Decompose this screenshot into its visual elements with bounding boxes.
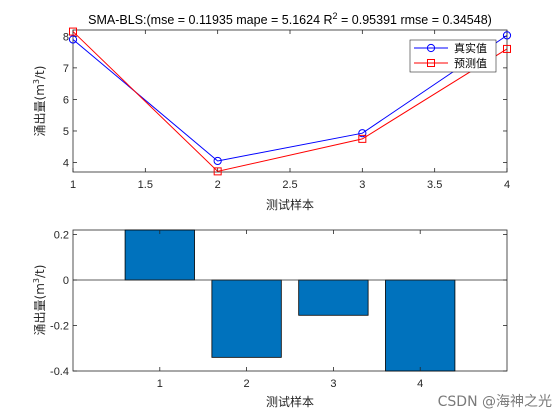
data-point-pred xyxy=(213,167,222,176)
bottom-bars-layer xyxy=(124,229,456,372)
top-x-tick-label: 1.5 xyxy=(138,179,153,191)
bottom-x-axis-label: 测试样本 xyxy=(266,394,314,409)
data-point-true xyxy=(213,156,222,166)
bar xyxy=(385,279,456,372)
bottom-x-tick-label: 3 xyxy=(330,378,336,390)
bar xyxy=(298,279,369,316)
bottom-x-tick-label: 1 xyxy=(157,378,163,390)
bottom-x-tick-label: 2 xyxy=(244,378,250,390)
top-y-axis-label: 涌出量(m3/t) xyxy=(32,66,47,137)
data-point-pred xyxy=(69,27,77,36)
bottom-y-axis-label: 涌出量(m3/t) xyxy=(32,265,47,336)
top-y-tick-label: 5 xyxy=(63,126,69,138)
top-x-tick-label: 4 xyxy=(504,179,510,191)
bottom-y-ticks: 0.2 0 -0.2 -0.4 xyxy=(50,230,507,378)
line-plot: SMA-BLS:(mse = 0.11935 mape = 5.1624 R2 … xyxy=(32,11,512,212)
bottom-y-tick-label: -0.4 xyxy=(50,366,69,378)
top-x-ticks: 1 1.5 2 2.5 3 3.5 4 xyxy=(70,30,510,191)
top-y-tick-label: 6 xyxy=(63,94,69,106)
top-x-tick-label: 3 xyxy=(359,179,365,191)
legend-marker-pred xyxy=(427,59,435,67)
legend-marker-true xyxy=(426,43,436,53)
legend-entry-true: 真实值 xyxy=(414,41,487,55)
top-y-tick-label: 7 xyxy=(63,63,69,75)
legend-label-pred: 预测值 xyxy=(454,57,487,70)
bar xyxy=(124,229,195,281)
bottom-x-tick-label: 4 xyxy=(417,378,423,390)
legend-entry-pred: 预测值 xyxy=(414,57,487,70)
data-point-pred xyxy=(358,134,367,143)
data-point-true xyxy=(358,129,367,138)
series-line-pred xyxy=(72,31,508,172)
watermark: CSDN @海神之光 xyxy=(438,394,552,410)
top-x-tick-label: 2 xyxy=(215,179,221,191)
chart-title: SMA-BLS:(mse = 0.11935 mape = 5.1624 R2 … xyxy=(88,11,492,27)
bottom-y-tick-label: -0.2 xyxy=(50,321,69,333)
top-series-layer xyxy=(68,27,512,176)
bottom-y-tick-label: 0 xyxy=(63,275,69,287)
top-x-axis-label: 测试样本 xyxy=(266,197,314,212)
bar-plot: 1 2 3 4 0.2 0 -0.2 -0.4 测试样本 涌出量(m3/t) xyxy=(32,229,508,409)
top-x-tick-label: 2.5 xyxy=(282,179,297,191)
top-x-tick-label: 3.5 xyxy=(427,179,442,191)
data-point-true xyxy=(68,35,78,44)
legend-label-true: 真实值 xyxy=(454,41,487,55)
bar xyxy=(211,279,282,358)
legend-box xyxy=(409,39,497,73)
bottom-y-tick-label: 0.2 xyxy=(54,230,69,242)
top-y-tick-label: 4 xyxy=(63,158,69,170)
series-line-true xyxy=(72,34,508,162)
bottom-x-ticks: 1 2 3 4 xyxy=(157,230,423,390)
top-y-ticks: 4 5 6 7 8 xyxy=(63,31,507,170)
top-y-tick-label: 8 xyxy=(63,31,69,43)
legend: 真实值 预测值 xyxy=(409,39,497,73)
data-point-pred xyxy=(503,44,511,53)
data-point-true xyxy=(502,31,512,40)
top-x-tick-label: 1 xyxy=(70,179,76,191)
